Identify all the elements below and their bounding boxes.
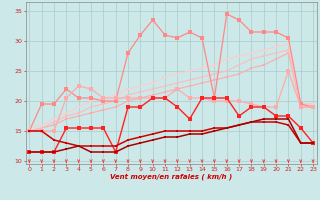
- X-axis label: Vent moyen/en rafales ( km/h ): Vent moyen/en rafales ( km/h ): [110, 174, 232, 180]
